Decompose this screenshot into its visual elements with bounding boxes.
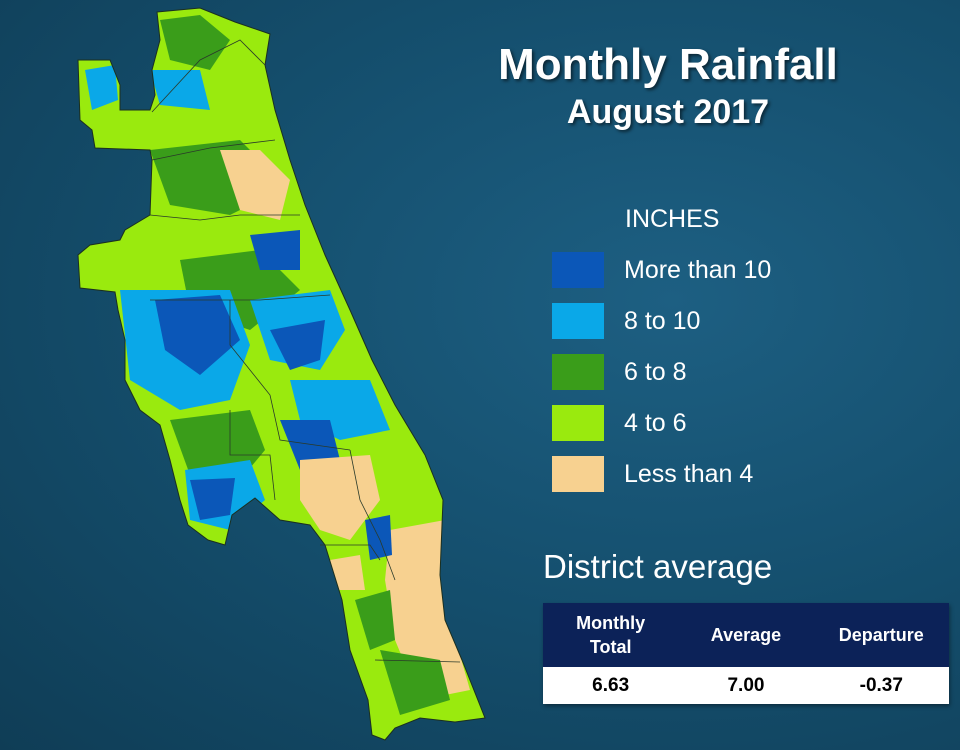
legend-label: Less than 4 <box>624 459 754 488</box>
district-average-table: Monthly Total Average Departure 6.63 7.00… <box>543 603 949 704</box>
departure-value: -0.37 <box>859 674 903 696</box>
legend-label: More than 10 <box>624 255 772 284</box>
map-title: Monthly Rainfall <box>498 40 838 89</box>
legend-label: 6 to 8 <box>624 357 687 386</box>
legend-item: Less than 4 <box>552 452 753 496</box>
column-header-monthly-total: Monthly Total <box>576 613 646 657</box>
legend-label: 8 to 10 <box>624 306 701 335</box>
legend-heading: INCHES <box>625 205 720 233</box>
map-subtitle: August 2017 <box>566 93 770 131</box>
legend-item: 4 to 6 <box>552 401 687 445</box>
district-average-heading: District average <box>543 548 773 585</box>
legend-label: 4 to 6 <box>624 408 687 437</box>
monthly-total-value: 6.63 <box>592 674 630 696</box>
average-value: 7.00 <box>727 674 765 696</box>
table-header-row: Monthly Total Average Departure <box>543 603 949 667</box>
district-outline <box>77 7 486 741</box>
legend-item: 6 to 8 <box>552 350 687 394</box>
column-header-departure: Departure <box>838 625 924 645</box>
column-header-average: Average <box>710 625 782 645</box>
legend-swatch <box>552 456 604 492</box>
county-boundaries <box>149 39 461 663</box>
legend-swatch <box>552 303 604 339</box>
legend-swatch <box>552 405 604 441</box>
table-row: 6.63 7.00 -0.37 <box>543 667 949 704</box>
legend-swatch <box>552 354 604 390</box>
legend-swatch <box>552 252 604 288</box>
legend-item: More than 10 <box>552 248 771 292</box>
legend-item: 8 to 10 <box>552 299 700 343</box>
